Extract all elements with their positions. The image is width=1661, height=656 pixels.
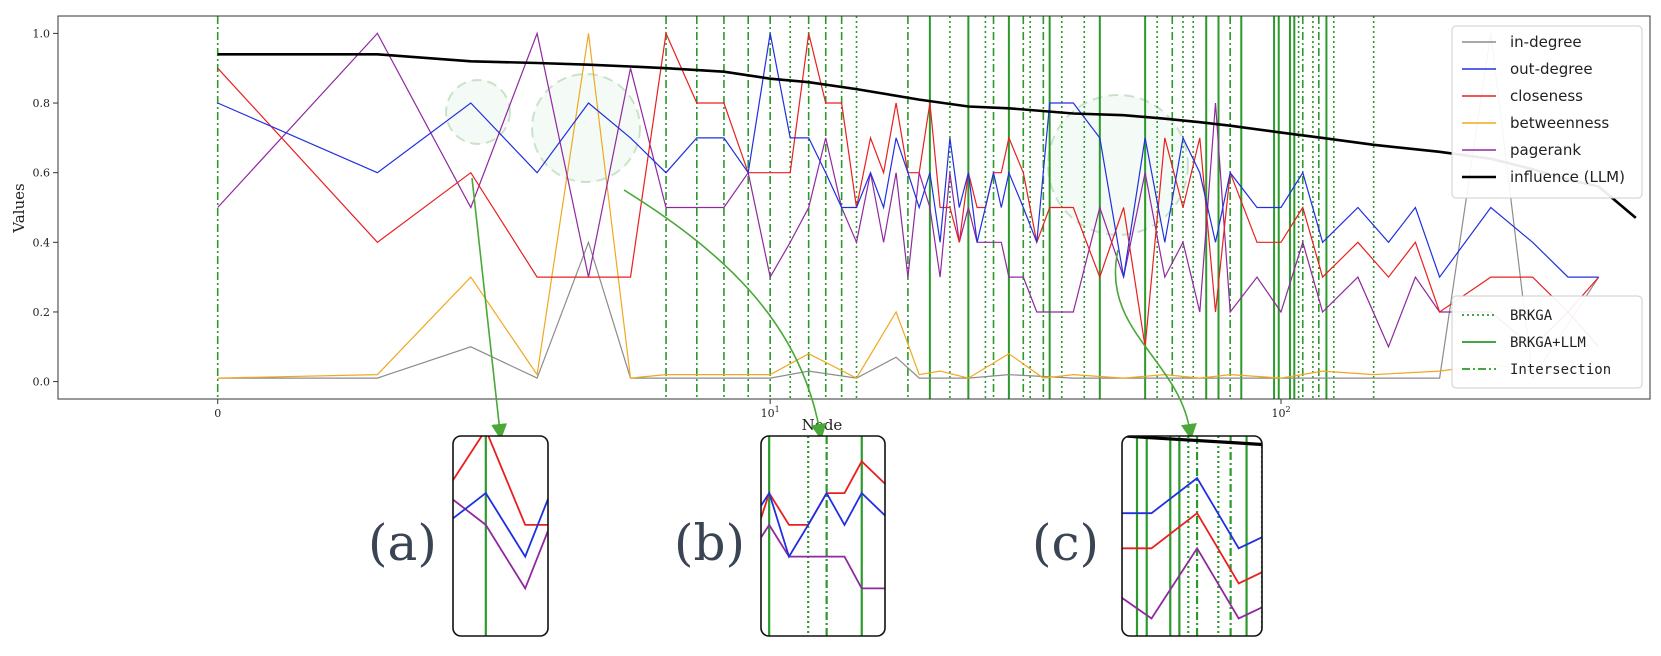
y-tick-label-5: 1.0 bbox=[33, 27, 51, 40]
zoom-halo-b bbox=[531, 73, 641, 183]
legend-label-3: betweenness bbox=[1510, 114, 1609, 132]
series-line-out-degree bbox=[217, 33, 1599, 279]
legend-marker-label-2: Intersection bbox=[1510, 362, 1611, 378]
zoom-panel-a bbox=[452, 435, 549, 637]
x-tick-label-2: 102 bbox=[1271, 405, 1290, 420]
panel-b-frame bbox=[760, 435, 886, 637]
zoom-label-b: (b) bbox=[674, 514, 745, 572]
legend-label-4: pagerank bbox=[1510, 141, 1581, 159]
x-axis-label: Node bbox=[802, 416, 843, 434]
legend-label-5: influence (LLM) bbox=[1510, 168, 1625, 186]
series-line-influence-llm bbox=[217, 52, 1637, 219]
series-line-betweenness bbox=[217, 33, 1599, 379]
panel-b-series-out-degree bbox=[761, 436, 885, 591]
series-lines bbox=[217, 31, 1637, 380]
panel-c-series-closeness bbox=[1122, 436, 1262, 636]
legend-series-box bbox=[1451, 25, 1643, 199]
connector-a bbox=[471, 177, 508, 440]
connector-c bbox=[1114, 249, 1197, 440]
legend-markers-box bbox=[1451, 295, 1643, 389]
marker-lines bbox=[216, 16, 1375, 399]
y-tick-label-4: 0.8 bbox=[33, 97, 51, 110]
y-tick-label-2: 0.4 bbox=[33, 236, 51, 249]
x-tick-label-0: 0 bbox=[214, 407, 221, 420]
y-tick-label-1: 0.2 bbox=[33, 306, 51, 319]
plot-frame bbox=[57, 15, 1651, 400]
panel-c-series-pagerank bbox=[1122, 436, 1262, 636]
legend-marker-label-1: BRKGA+LLM bbox=[1510, 335, 1586, 351]
zoom-label-a: (a) bbox=[368, 514, 437, 572]
zoom-halo-c bbox=[1047, 94, 1189, 236]
zoom-panel-c bbox=[1121, 435, 1263, 637]
y-axis-label: Values bbox=[10, 183, 28, 233]
panel-c-frame bbox=[1121, 435, 1263, 637]
y-tick-label-0: 0.0 bbox=[33, 376, 51, 389]
panel-b-series-pagerank bbox=[761, 436, 885, 636]
legend-label-2: closeness bbox=[1510, 87, 1583, 105]
legend-label-1: out-degree bbox=[1510, 60, 1593, 78]
panel-c-bg bbox=[1122, 436, 1262, 636]
panel-a-frame bbox=[452, 435, 549, 637]
series-line-in-degree bbox=[217, 33, 1600, 380]
panel-c-series-out-degree bbox=[1122, 436, 1262, 587]
y-tick-label-3: 0.6 bbox=[33, 167, 51, 180]
x-tick-label-1: 101 bbox=[761, 405, 780, 420]
zoom-panel-b bbox=[760, 435, 886, 637]
legend-label-0: in-degree bbox=[1510, 33, 1582, 51]
axes: 0.0 0.2 0.4 0.6 0.8 1.0 0 101 102 bbox=[33, 27, 1291, 420]
legend-series: in-degree out-degree closeness betweenness p… bbox=[1451, 25, 1643, 199]
connector-b bbox=[623, 189, 827, 440]
panel-b-bg bbox=[761, 436, 885, 636]
zoom-label-c: (c) bbox=[1032, 514, 1099, 572]
legend-markers: BRKGA BRKGA+LLM Intersection bbox=[1451, 295, 1643, 389]
zoom-connectors bbox=[471, 177, 1197, 440]
legend-marker-label-0: BRKGA bbox=[1510, 308, 1553, 324]
